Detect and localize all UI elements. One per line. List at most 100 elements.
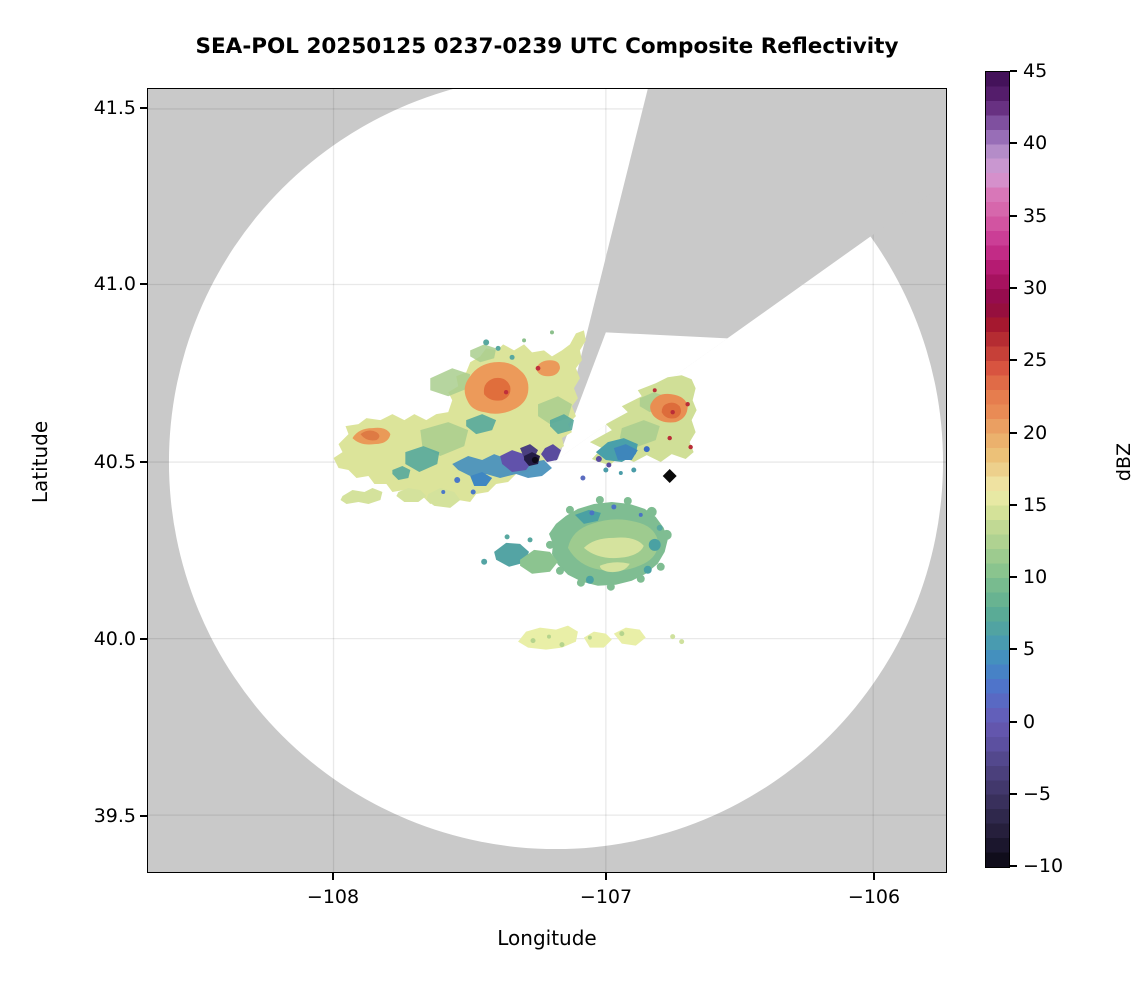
echo-top-speck — [549, 330, 554, 335]
site-diamond-marker — [662, 469, 677, 483]
echo-orange-core-main-inner — [483, 377, 511, 401]
y-tick-label: 40.5 — [93, 451, 136, 473]
echo-oval-bump — [661, 529, 672, 540]
echo-top-speck — [495, 345, 501, 351]
echo-oval-satellite-dot — [504, 534, 510, 540]
colorbar-tick-label: 45 — [1023, 60, 1048, 82]
echo-green-mottle — [430, 368, 471, 397]
echo-south-strip — [583, 631, 612, 648]
colorbar-tick-label: 10 — [1023, 566, 1048, 588]
colorbar-tick-mark — [1010, 432, 1017, 434]
echo-teal-bit — [603, 467, 609, 473]
echo-red-speck — [688, 444, 693, 450]
echo-oval-teal-edge — [648, 538, 661, 551]
echo-red-speck — [535, 365, 541, 371]
echo-red-speck — [667, 435, 672, 441]
y-tick-mark — [140, 638, 147, 640]
echo-oval-bump — [555, 566, 564, 575]
y-tick-mark — [140, 815, 147, 817]
colorbar-tick-label: 20 — [1023, 422, 1048, 444]
echo-oval-blue-speck — [589, 510, 595, 516]
echo-teal-bit — [631, 467, 637, 473]
colorbar-tick-mark — [1010, 576, 1017, 578]
echo-teal-patch — [466, 414, 497, 435]
echo-orange-core-west-inner — [360, 430, 380, 441]
echo-blue-dot — [643, 446, 650, 453]
echo-green-mottle — [420, 422, 469, 457]
colorbar-tick-label: 35 — [1023, 205, 1048, 227]
echo-red-speck — [685, 402, 690, 407]
colorbar-tick-label: 30 — [1023, 277, 1048, 299]
echo-green-mottle — [470, 344, 497, 363]
echo-south-speckle — [559, 642, 565, 648]
echo-red-speck — [503, 390, 509, 395]
colorbar-tick-mark — [1010, 793, 1017, 795]
echo-south-dot — [679, 639, 685, 645]
echo-blue-speck — [470, 489, 476, 495]
y-tick-label: 41.0 — [93, 273, 136, 295]
colorbar-tick-label: 25 — [1023, 349, 1048, 371]
echo-oval-satellite-dot — [527, 537, 533, 543]
echo-teal-patch — [392, 466, 411, 481]
echo-low-dbz-band-blue2 — [470, 472, 493, 486]
echo-oval-teal-edge — [585, 575, 594, 584]
echo-top-speck — [522, 338, 527, 343]
colorbar-tick-mark — [1010, 70, 1017, 72]
echo-teal-patch — [405, 446, 440, 473]
echo-oval-bump — [595, 495, 604, 504]
echo-south-speckle — [530, 638, 536, 644]
echo-oval-ne-dash — [656, 524, 663, 531]
x-tick-mark — [873, 873, 875, 880]
y-tick-mark — [140, 107, 147, 109]
x-tick-mark — [332, 873, 334, 880]
echo-top-speck — [509, 354, 515, 360]
echo-purple-speck — [595, 456, 602, 463]
y-tick-label: 39.5 — [93, 805, 136, 827]
colorbar-tick-label: 15 — [1023, 494, 1048, 516]
echo-south-dot — [670, 634, 676, 640]
echo-oval-bump — [623, 496, 632, 505]
echo-low-dbz-black — [531, 456, 539, 464]
echo-teal-patch — [549, 414, 574, 435]
colorbar-tick-label: 5 — [1023, 638, 1036, 660]
radar-reflectivity-map — [148, 89, 946, 872]
x-tick-label: −106 — [847, 886, 901, 908]
colorbar-tick-mark — [1010, 287, 1017, 289]
colorbar-tick-label: 40 — [1023, 132, 1048, 154]
plot-area — [147, 88, 947, 873]
echo-teal-bit — [618, 471, 623, 476]
x-tick-label: −107 — [579, 886, 633, 908]
colorbar-tick-label: −10 — [1023, 855, 1064, 877]
echo-oval-satellite — [520, 549, 558, 574]
echo-oval-bump — [576, 578, 585, 587]
y-tick-mark — [140, 461, 147, 463]
colorbar-tick-label: 0 — [1023, 711, 1036, 733]
y-tick-mark — [140, 283, 147, 285]
echo-oval-bump — [565, 505, 574, 514]
colorbar-tick-mark — [1010, 504, 1017, 506]
echo-orange-small — [536, 360, 560, 377]
echo-red-speck — [652, 388, 657, 393]
colorbar-tick-mark — [1010, 359, 1017, 361]
colorbar-tick-label: −5 — [1023, 783, 1052, 805]
echo-top-speck — [483, 339, 490, 346]
echo-blue-speck — [580, 475, 586, 481]
echo-ne-cell-blue — [613, 444, 638, 461]
echo-oval-satellite-dot — [481, 558, 488, 565]
x-axis-label: Longitude — [497, 926, 597, 950]
colorbar-tick-mark — [1010, 721, 1017, 723]
colorbar-tick-mark — [1010, 142, 1017, 144]
echo-south-speckle — [547, 634, 551, 639]
echo-oval-bump — [656, 562, 665, 571]
echo-oval-bump — [636, 574, 645, 583]
echo-arm-bit — [340, 487, 383, 504]
echo-blue-speck — [454, 477, 461, 483]
echo-oval-teal-edge — [643, 565, 652, 574]
echo-oval-bump — [546, 540, 554, 549]
colorbar-tick-mark — [1010, 648, 1017, 650]
x-tick-mark — [605, 873, 607, 880]
y-tick-label: 40.0 — [93, 628, 136, 650]
echo-oval-bump — [606, 582, 615, 591]
echo-south-speckle — [619, 631, 625, 637]
